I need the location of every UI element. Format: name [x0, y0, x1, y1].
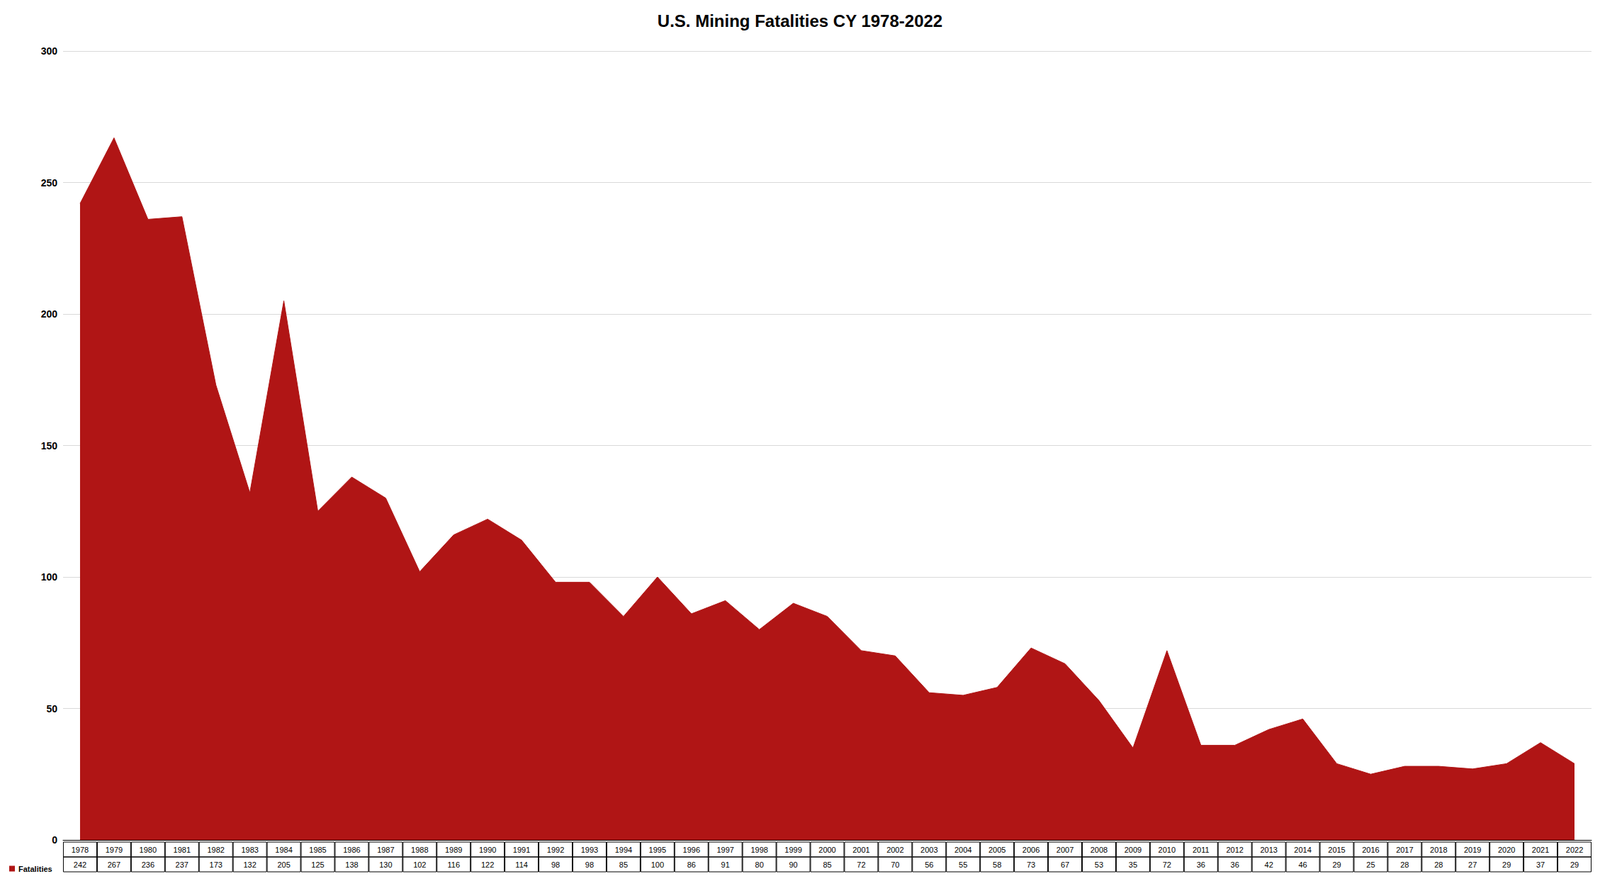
svg-text:236: 236 [141, 860, 155, 869]
svg-text:U.S. Mining Fatalities CY 1978: U.S. Mining Fatalities CY 1978-2022 [657, 11, 943, 31]
svg-text:1983: 1983 [240, 845, 258, 854]
svg-text:0: 0 [51, 834, 58, 846]
svg-text:100: 100 [41, 571, 59, 583]
svg-text:2017: 2017 [1395, 845, 1413, 854]
svg-text:102: 102 [413, 860, 426, 869]
svg-text:85: 85 [822, 860, 832, 869]
svg-text:58: 58 [992, 860, 1002, 869]
svg-text:2002: 2002 [886, 845, 904, 854]
svg-text:98: 98 [585, 860, 594, 869]
svg-text:130: 130 [379, 860, 392, 869]
svg-text:90: 90 [788, 860, 798, 869]
svg-text:73: 73 [1026, 860, 1036, 869]
svg-text:1985: 1985 [308, 845, 326, 854]
svg-text:200: 200 [41, 308, 59, 320]
svg-text:67: 67 [1060, 860, 1070, 869]
svg-text:2011: 2011 [1192, 845, 1210, 854]
svg-text:53: 53 [1094, 860, 1104, 869]
svg-text:1992: 1992 [547, 845, 565, 854]
svg-text:35: 35 [1128, 860, 1138, 869]
svg-text:1978: 1978 [71, 845, 89, 854]
svg-text:1994: 1994 [615, 845, 633, 854]
svg-text:1980: 1980 [139, 845, 157, 854]
svg-text:2008: 2008 [1090, 845, 1108, 854]
svg-text:300: 300 [41, 45, 59, 57]
svg-text:36: 36 [1230, 860, 1240, 869]
svg-text:2003: 2003 [920, 845, 938, 854]
svg-text:125: 125 [311, 860, 324, 869]
svg-text:42: 42 [1264, 860, 1274, 869]
svg-text:56: 56 [924, 860, 934, 869]
svg-text:46: 46 [1298, 860, 1307, 869]
svg-text:72: 72 [1162, 860, 1172, 869]
svg-text:2010: 2010 [1158, 845, 1176, 854]
svg-text:242: 242 [73, 860, 87, 869]
svg-text:1998: 1998 [750, 845, 768, 854]
svg-text:1993: 1993 [581, 845, 599, 854]
svg-text:1996: 1996 [683, 845, 701, 854]
svg-text:150: 150 [41, 440, 59, 452]
svg-text:122: 122 [481, 860, 494, 869]
svg-text:2005: 2005 [988, 845, 1006, 854]
svg-text:1991: 1991 [513, 845, 531, 854]
svg-text:25: 25 [1366, 860, 1375, 869]
svg-text:173: 173 [209, 860, 223, 869]
svg-text:2020: 2020 [1497, 845, 1515, 854]
svg-text:Fatalities: Fatalities [18, 864, 53, 873]
svg-text:1984: 1984 [274, 845, 292, 854]
svg-text:28: 28 [1400, 860, 1409, 869]
svg-text:27: 27 [1468, 860, 1477, 869]
svg-text:2019: 2019 [1463, 845, 1481, 854]
svg-text:2016: 2016 [1361, 845, 1379, 854]
svg-text:2015: 2015 [1327, 845, 1345, 854]
svg-text:2022: 2022 [1565, 845, 1583, 854]
svg-text:80: 80 [755, 860, 764, 869]
svg-text:1997: 1997 [716, 845, 734, 854]
svg-text:36: 36 [1196, 860, 1206, 869]
svg-text:2021: 2021 [1531, 845, 1549, 854]
svg-text:70: 70 [890, 860, 900, 869]
svg-text:29: 29 [1570, 860, 1579, 869]
svg-text:100: 100 [651, 860, 664, 869]
svg-text:2009: 2009 [1124, 845, 1142, 854]
svg-text:1986: 1986 [342, 845, 360, 854]
svg-text:2004: 2004 [954, 845, 972, 854]
svg-text:2001: 2001 [852, 845, 870, 854]
svg-text:1990: 1990 [479, 845, 497, 854]
svg-text:132: 132 [243, 860, 256, 869]
svg-text:1987: 1987 [376, 845, 394, 854]
svg-text:72: 72 [856, 860, 866, 869]
svg-text:1988: 1988 [410, 845, 428, 854]
svg-text:2000: 2000 [818, 845, 836, 854]
svg-text:138: 138 [345, 860, 358, 869]
svg-text:2012: 2012 [1225, 845, 1243, 854]
svg-text:250: 250 [41, 177, 59, 189]
svg-text:116: 116 [447, 860, 460, 869]
svg-text:2006: 2006 [1022, 845, 1040, 854]
svg-text:1979: 1979 [105, 845, 123, 854]
svg-text:85: 85 [619, 860, 628, 869]
svg-text:50: 50 [46, 702, 58, 715]
svg-text:98: 98 [551, 860, 560, 869]
svg-text:28: 28 [1434, 860, 1443, 869]
svg-text:55: 55 [958, 860, 968, 869]
svg-text:2007: 2007 [1056, 845, 1074, 854]
svg-text:1999: 1999 [784, 845, 802, 854]
svg-text:1995: 1995 [649, 845, 667, 854]
svg-text:1982: 1982 [206, 845, 224, 854]
svg-text:37: 37 [1536, 860, 1545, 869]
svg-text:86: 86 [687, 860, 696, 869]
svg-text:267: 267 [107, 860, 121, 869]
svg-text:205: 205 [277, 860, 290, 869]
svg-text:29: 29 [1332, 860, 1341, 869]
svg-text:1989: 1989 [444, 845, 463, 854]
svg-text:2013: 2013 [1259, 845, 1277, 854]
svg-text:114: 114 [515, 860, 528, 869]
svg-text:2018: 2018 [1429, 845, 1447, 854]
svg-text:29: 29 [1502, 860, 1511, 869]
svg-text:2014: 2014 [1293, 845, 1311, 854]
svg-text:1981: 1981 [173, 845, 191, 854]
svg-text:91: 91 [721, 860, 730, 869]
svg-text:237: 237 [175, 860, 189, 869]
